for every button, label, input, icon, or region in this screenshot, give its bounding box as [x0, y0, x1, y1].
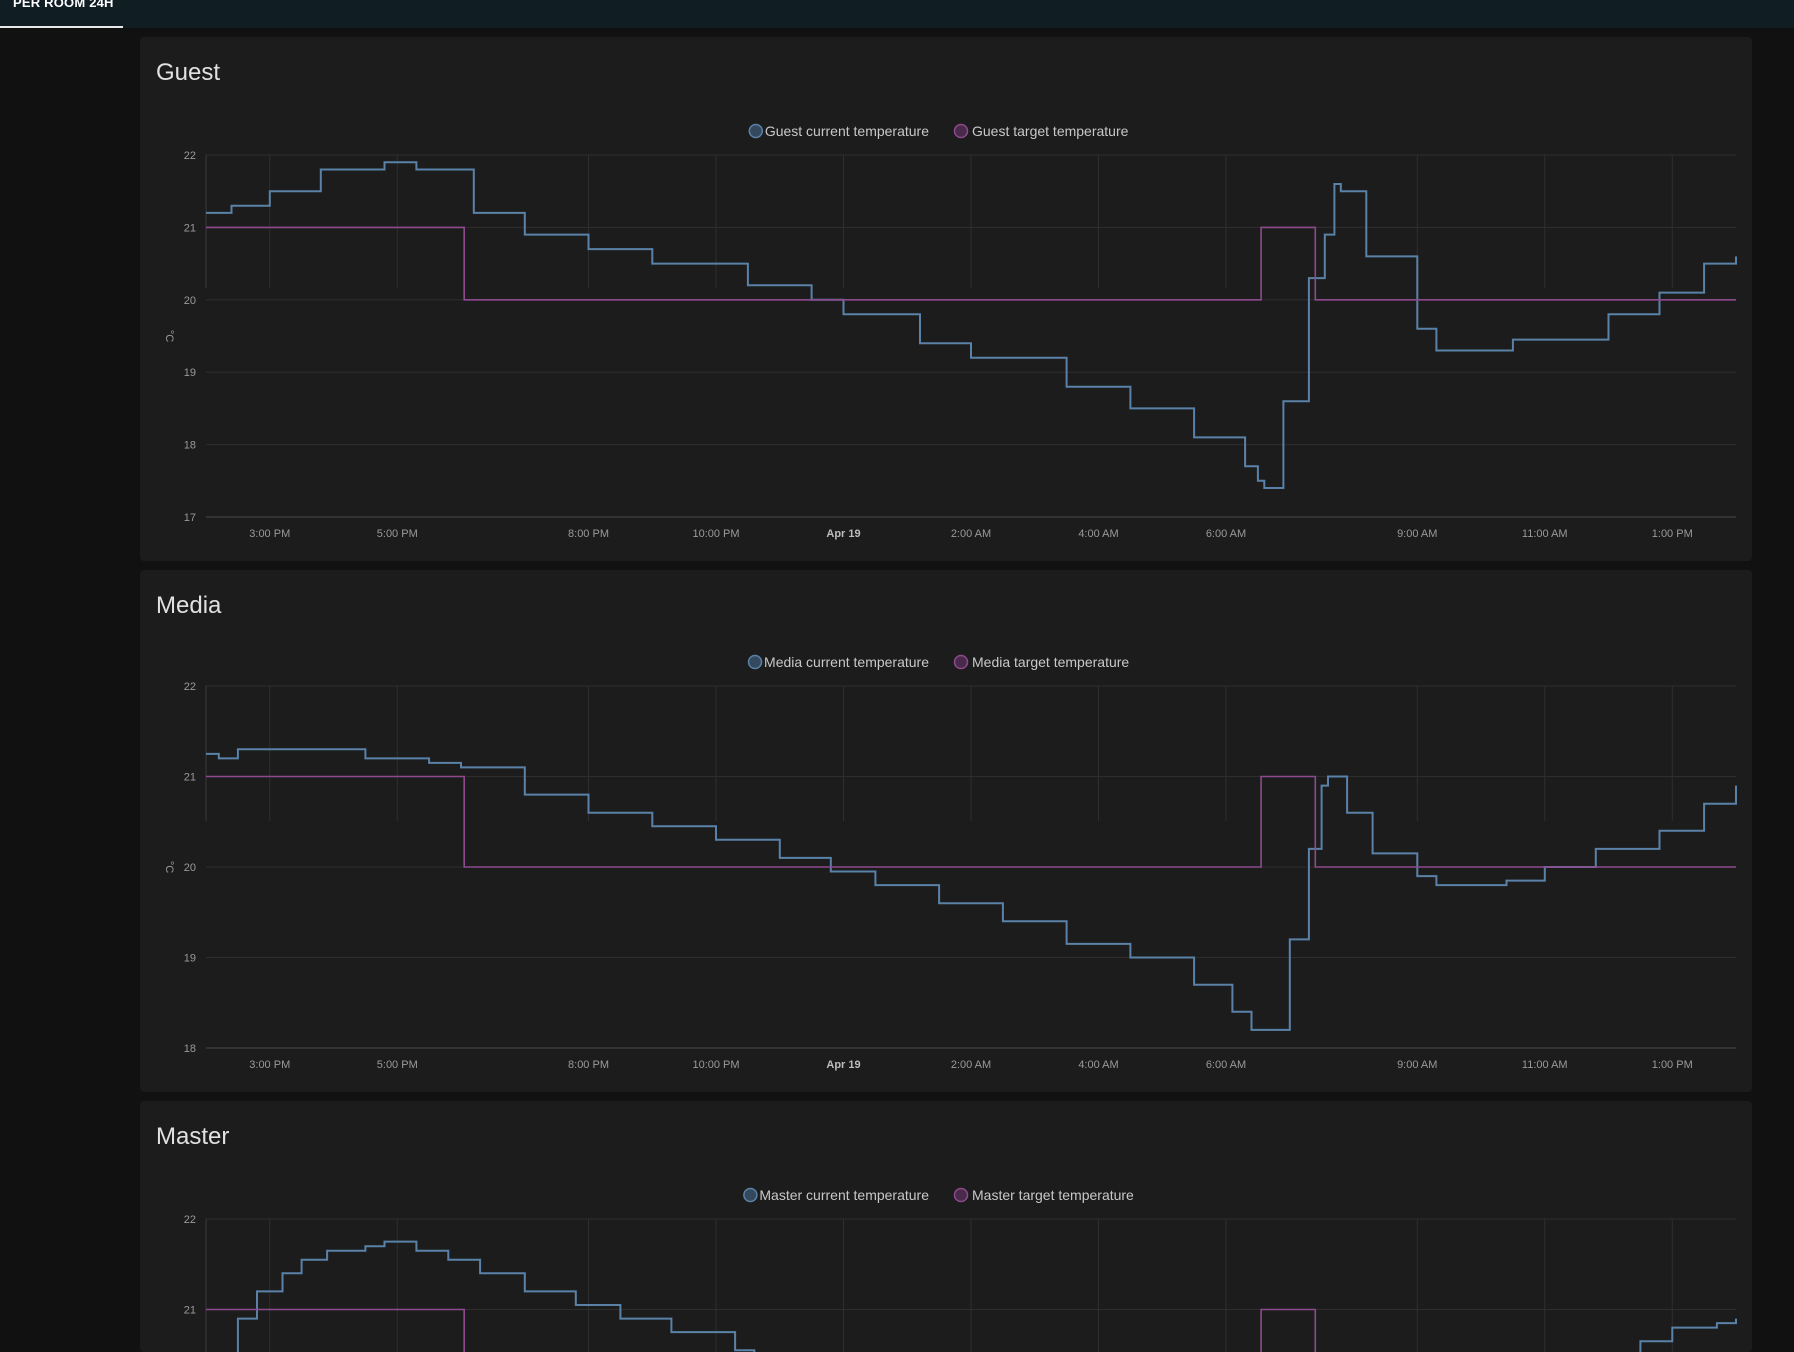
guest-temperature-chart: Guest current temperature Guest target te… [163, 123, 1737, 540]
legend-target-swatch[interactable] [953, 1187, 969, 1203]
y-tick-label: 18 [184, 440, 196, 452]
x-tick-label: 4:00 AM [1078, 528, 1118, 540]
y-tick-label: 20 [184, 295, 196, 307]
chart-grid: 21 22 [184, 1214, 1736, 1352]
x-tick-label: 10:00 PM [692, 528, 739, 540]
target-temperature-line [206, 226, 1736, 301]
chart-grid: 18 19 20 21 22 3:00 PM 5:00 PM 8:00 PM 10:00 PM A… [163, 681, 1736, 1071]
x-tick-label: Apr 19 [826, 1059, 860, 1071]
legend-current-label: Media current temperature [764, 654, 929, 670]
y-axis-unit: °C [163, 330, 175, 342]
y-tick-label: 18 [184, 1043, 196, 1055]
y-tick-label: 19 [184, 367, 196, 379]
legend-target-label: Guest target temperature [972, 123, 1129, 139]
legend-target-label: Master target temperature [972, 1187, 1134, 1203]
x-tick-label: 5:00 PM [377, 528, 418, 540]
legend-current-swatch[interactable] [747, 654, 763, 670]
current-temperature-line [206, 748, 1737, 1031]
card-title: Master [156, 1123, 230, 1150]
card-master: Master Master current temperature Master … [140, 1101, 1752, 1352]
y-tick-label: 21 [184, 222, 196, 234]
card-media: Media Media current temperature Media tar… [140, 570, 1752, 1092]
y-tick-label: 22 [184, 1214, 196, 1226]
x-tick-label: 2:00 AM [951, 1059, 991, 1071]
y-tick-label: 17 [184, 512, 196, 524]
card-title: Guest [156, 59, 221, 86]
x-tick-label: 1:00 PM [1652, 528, 1693, 540]
legend-current-swatch[interactable] [748, 123, 764, 139]
x-tick-label: 2:00 AM [951, 528, 991, 540]
x-tick-label: 5:00 PM [377, 1059, 418, 1071]
tab-label: PER ROOM 24H [13, 0, 114, 10]
chart-legend: Master current temperature Master target … [743, 1187, 1134, 1203]
x-tick-label: 3:00 PM [249, 528, 290, 540]
legend-target-swatch[interactable] [953, 123, 969, 139]
x-tick-label: 9:00 AM [1397, 528, 1437, 540]
target-temperature-line [206, 775, 1736, 868]
y-tick-label: 21 [184, 1305, 196, 1317]
x-tick-label: 11:00 AM [1522, 1059, 1568, 1071]
x-tick-label: 8:00 PM [568, 1059, 609, 1071]
master-temperature-chart: Master current temperature Master target … [184, 1187, 1737, 1352]
card-guest: Guest Guest current temperature Guest tar… [140, 37, 1752, 561]
x-tick-label: 6:00 AM [1206, 1059, 1246, 1071]
x-tick-label: 9:00 AM [1397, 1059, 1437, 1071]
y-tick-label: 19 [184, 953, 196, 965]
x-tick-label: 1:00 PM [1652, 1059, 1693, 1071]
x-tick-label: 3:00 PM [249, 1059, 290, 1071]
top-toolbar: PER ROOM 24H [0, 0, 1794, 28]
y-tick-label: 22 [184, 150, 196, 162]
card-title: Media [156, 592, 222, 619]
legend-target-swatch[interactable] [953, 654, 969, 670]
media-temperature-chart: Media current temperature Media target te… [163, 654, 1737, 1071]
y-tick-label: 20 [184, 862, 196, 874]
y-tick-label: 22 [184, 681, 196, 693]
x-tick-label: 6:00 AM [1206, 528, 1246, 540]
x-tick-label: 4:00 AM [1078, 1059, 1118, 1071]
chart-grid: 17 18 19 20 21 22 3:00 PM 5:00 PM 8:00 PM 10:00 P… [163, 150, 1736, 540]
chart-legend: Guest current temperature Guest target te… [748, 123, 1129, 139]
legend-current-label: Guest current temperature [765, 123, 929, 139]
x-tick-label: 8:00 PM [568, 528, 609, 540]
legend-current-label: Master current temperature [759, 1187, 929, 1203]
target-temperature-line [206, 1308, 1317, 1352]
y-tick-label: 21 [184, 772, 196, 784]
legend-target-label: Media target temperature [972, 654, 1129, 670]
y-axis-unit: °C [163, 861, 175, 873]
tab-per-room-24h[interactable]: PER ROOM 24H [0, 0, 123, 28]
x-tick-label: Apr 19 [826, 528, 860, 540]
x-tick-label: 10:00 PM [692, 1059, 739, 1071]
legend-current-swatch[interactable] [743, 1187, 758, 1203]
chart-legend: Media current temperature Media target te… [747, 654, 1129, 670]
current-temperature-line [206, 161, 1737, 489]
current-temperature-line [236, 1240, 1737, 1352]
x-tick-label: 11:00 AM [1522, 528, 1568, 540]
